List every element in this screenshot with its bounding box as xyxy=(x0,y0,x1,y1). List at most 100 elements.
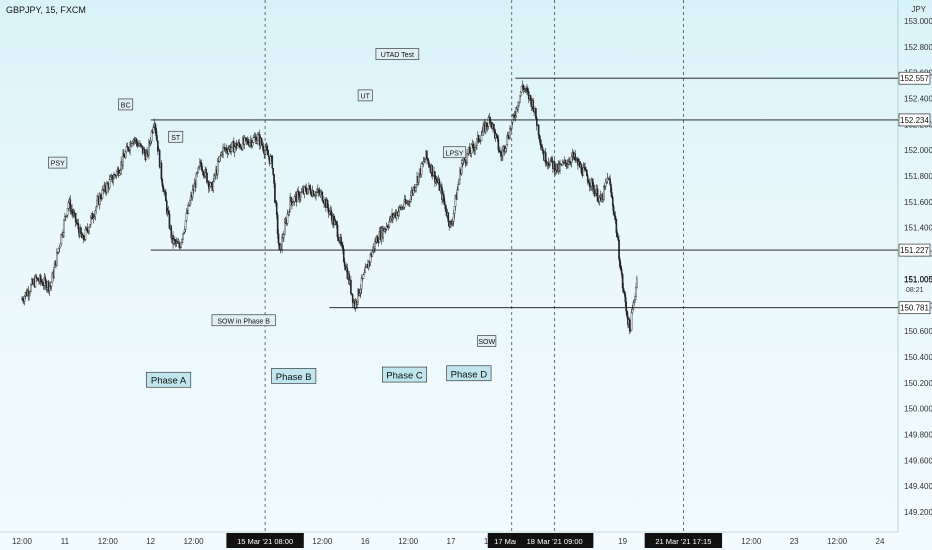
candle-body xyxy=(300,192,302,198)
candle-body xyxy=(140,143,142,146)
candle-body xyxy=(57,248,60,253)
candle-body xyxy=(296,190,299,203)
candle-body xyxy=(143,148,146,154)
annotation-box[interactable] xyxy=(357,89,373,102)
candle-body xyxy=(165,192,167,202)
candle-body xyxy=(155,127,157,136)
candle-body xyxy=(119,170,122,174)
annotation-box[interactable] xyxy=(375,48,420,60)
candle-body xyxy=(108,179,111,189)
y-tick-label: 151.400 xyxy=(904,224,932,233)
phase-box[interactable] xyxy=(271,368,317,384)
candle-body xyxy=(181,239,183,243)
candle-body xyxy=(631,309,634,314)
x-tick-label: 12:00 xyxy=(12,537,33,546)
candle-body xyxy=(554,170,557,173)
candle-body xyxy=(615,219,618,233)
candle-body xyxy=(148,142,150,156)
candle-body xyxy=(480,135,483,141)
candle-body xyxy=(95,206,97,211)
candle-body xyxy=(341,243,343,246)
candle-body xyxy=(504,148,507,152)
candle-body xyxy=(273,174,275,184)
candle-body xyxy=(444,204,447,212)
candle-body xyxy=(35,275,38,279)
y-tick-label: 149.800 xyxy=(904,431,932,440)
x-tick-label: 12:00 xyxy=(827,537,848,546)
candle-body xyxy=(428,165,431,168)
candle-body xyxy=(39,275,42,282)
candle-body xyxy=(509,128,511,139)
annotation-box[interactable] xyxy=(477,335,497,347)
level-price-label: 151.227 xyxy=(900,246,929,255)
candle-body xyxy=(206,172,208,183)
candle-body xyxy=(570,156,573,163)
annotation-label: SOW xyxy=(478,339,495,346)
phase-label: Phase D xyxy=(451,369,488,380)
time-highlight-label: 17 Mar '21 xyxy=(494,537,529,546)
candle-body xyxy=(321,191,324,201)
candle-body xyxy=(485,122,488,127)
candle-body xyxy=(82,235,85,240)
annotation-box[interactable] xyxy=(443,146,467,159)
x-tick-label: 19 xyxy=(618,537,627,546)
candle-body xyxy=(621,274,624,289)
candle-body xyxy=(150,131,153,142)
y-tick-label: 150.400 xyxy=(904,353,932,362)
phase-box[interactable] xyxy=(146,371,192,388)
candle-body xyxy=(124,151,127,158)
candle-body xyxy=(66,208,69,216)
y-tick-label: 152.800 xyxy=(904,43,932,52)
candle-body xyxy=(62,232,64,237)
candle-body xyxy=(542,150,544,154)
annotation-label: UT xyxy=(361,93,371,100)
candle-body xyxy=(30,284,32,292)
candle-body xyxy=(286,214,289,224)
candle-body xyxy=(178,242,181,248)
candle-body xyxy=(388,221,391,228)
candle-body xyxy=(109,176,112,180)
candle-body xyxy=(167,210,170,214)
annotation-box[interactable] xyxy=(211,314,276,327)
candle-body xyxy=(609,178,611,185)
candle-body xyxy=(539,139,542,145)
candle-body xyxy=(532,100,535,111)
candle-body xyxy=(359,292,361,296)
candle-body xyxy=(80,227,82,234)
candle-body xyxy=(189,200,191,207)
candlesticks[interactable] xyxy=(21,80,638,335)
candle-body xyxy=(382,228,384,238)
candle-body xyxy=(336,224,339,238)
candle-body xyxy=(588,182,591,187)
y-tick-label: 152.400 xyxy=(904,94,932,103)
annotation-box[interactable] xyxy=(48,156,68,169)
candle-body xyxy=(418,173,420,183)
candle-body xyxy=(420,162,423,175)
phase-box[interactable] xyxy=(382,366,428,383)
level-price-tag xyxy=(898,113,931,127)
candle-body xyxy=(423,160,425,162)
time-highlight-label: 18 Mar '21 09:00 xyxy=(527,537,583,546)
candle-body xyxy=(28,293,30,296)
candle-body xyxy=(84,228,87,240)
annotation-box[interactable] xyxy=(168,130,184,143)
candle-body xyxy=(358,288,360,296)
candle-body xyxy=(620,266,622,270)
candle-body xyxy=(356,301,358,305)
candle-body xyxy=(454,195,457,207)
candle-body xyxy=(482,125,484,133)
candle-body xyxy=(519,91,522,97)
annotation-box[interactable] xyxy=(118,98,134,111)
annotation-label: BC xyxy=(121,102,131,109)
candle-body xyxy=(520,86,523,93)
candle-body xyxy=(626,310,628,317)
candle-body xyxy=(541,145,543,151)
candle-body xyxy=(624,293,627,303)
candle-body xyxy=(99,194,102,199)
phase-box[interactable] xyxy=(446,365,492,382)
candle-body xyxy=(94,210,97,217)
y-tick-label: 150.200 xyxy=(904,379,932,388)
candle-body xyxy=(634,296,636,301)
y-tick-label: 153.000 xyxy=(904,17,932,26)
